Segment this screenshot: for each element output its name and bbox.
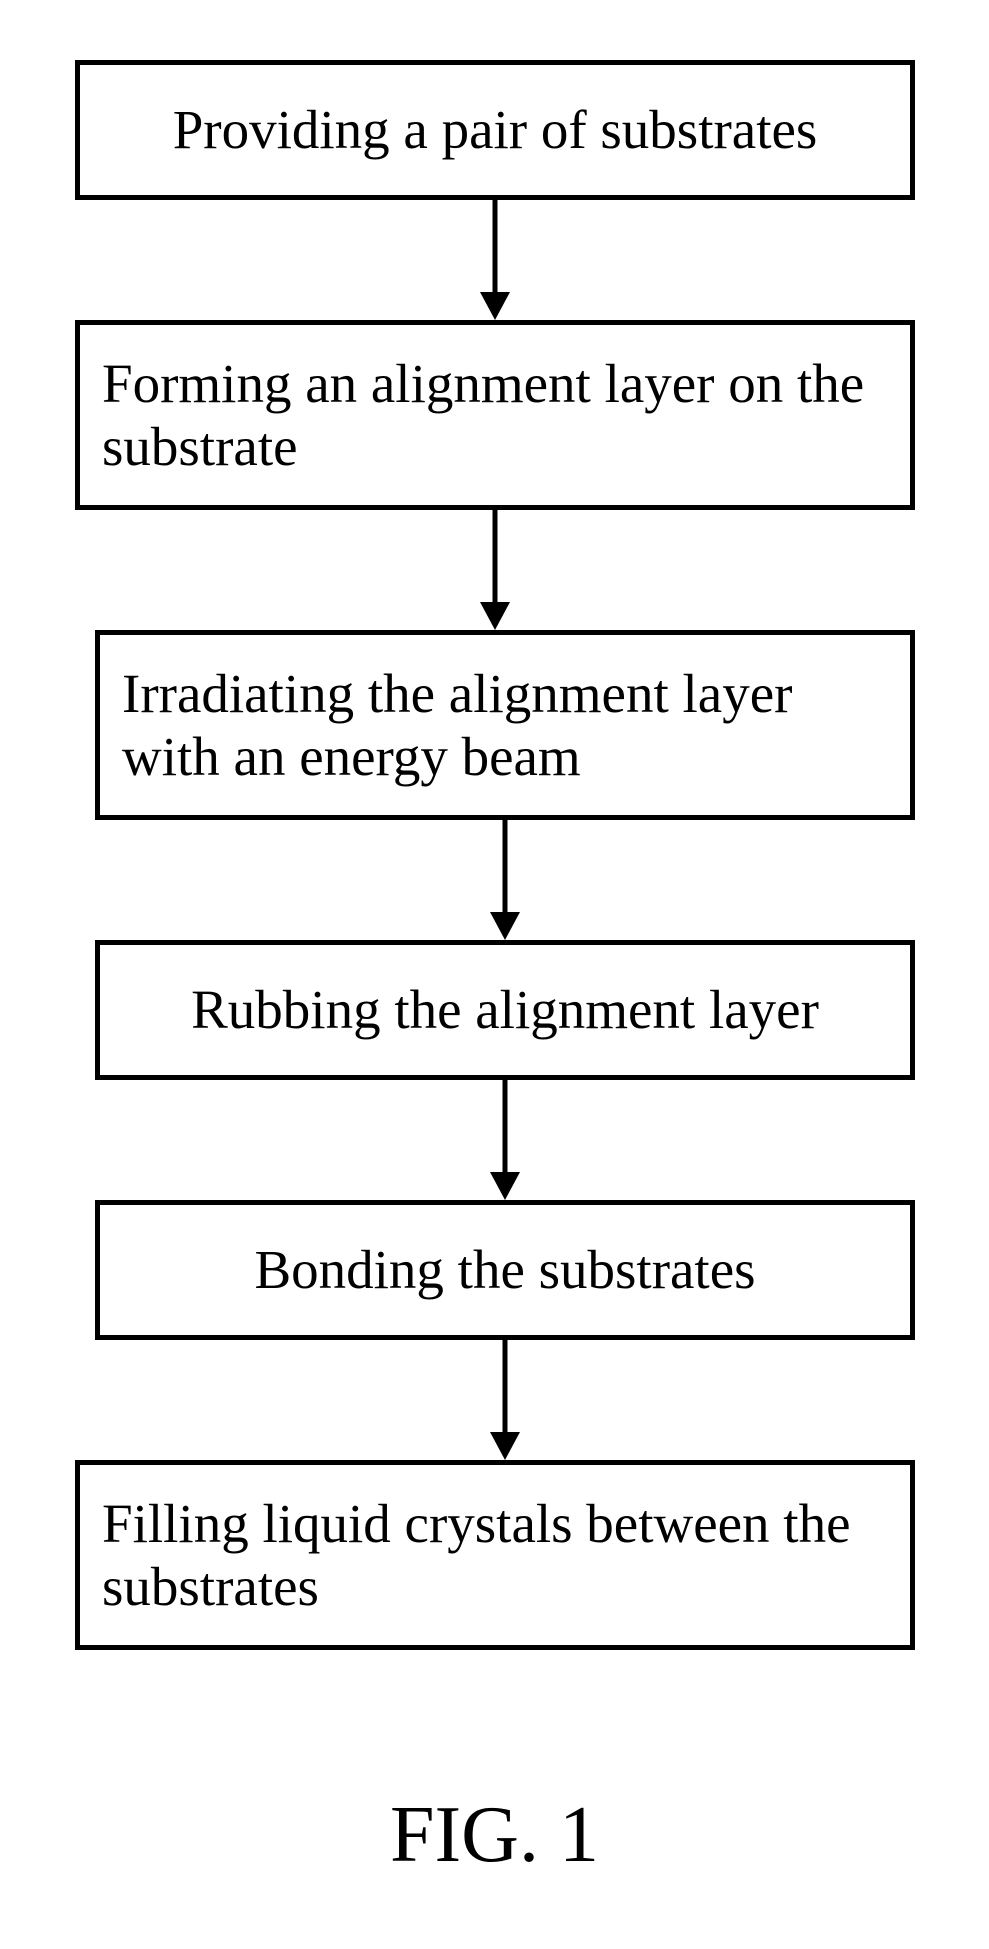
flow-arrow — [475, 1080, 535, 1200]
flow-node-label: Bonding the substrates — [122, 1238, 888, 1301]
flow-node: Bonding the substrates — [95, 1200, 915, 1340]
flow-node: Forming an alignment layer on the substr… — [75, 320, 915, 510]
flow-node: Providing a pair of substrates — [75, 60, 915, 200]
flow-arrow — [475, 820, 535, 940]
flow-node: Rubbing the alignment layer — [95, 940, 915, 1080]
flow-node: Filling liquid crystals between the subs… — [75, 1460, 915, 1650]
flow-arrow — [475, 1340, 535, 1460]
flow-node: Irradiating the alignment layer with an … — [95, 630, 915, 820]
flow-arrow — [465, 510, 525, 630]
flow-node-label: Filling liquid crystals between the subs… — [102, 1492, 888, 1619]
flow-node-label: Rubbing the alignment layer — [122, 978, 888, 1041]
figure-caption: FIG. 1 — [0, 1790, 989, 1881]
flow-node-label: Irradiating the alignment layer with an … — [122, 662, 888, 789]
flow-arrow — [465, 200, 525, 320]
flow-node-label: Providing a pair of substrates — [102, 98, 888, 161]
flow-node-label: Forming an alignment layer on the substr… — [102, 352, 888, 479]
